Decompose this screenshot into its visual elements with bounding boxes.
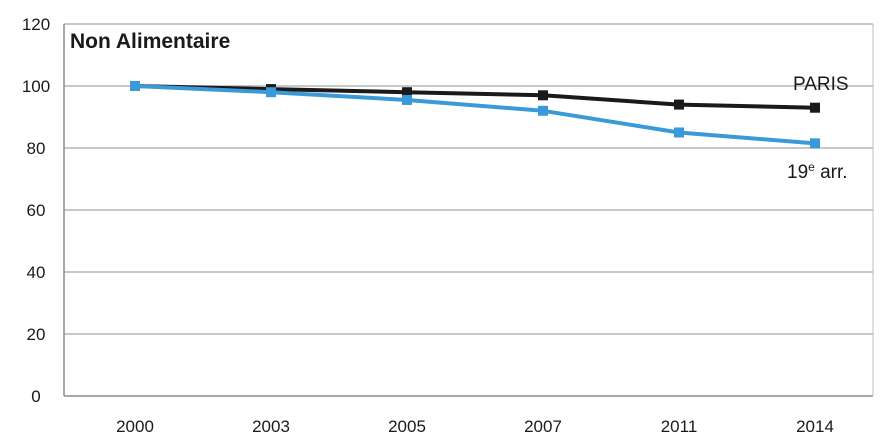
x-tick-label-2005: 2005	[388, 417, 426, 436]
series-0-point-2005	[402, 87, 412, 98]
y-tick-label-120: 120	[22, 15, 50, 34]
y-tick-label-40: 40	[27, 263, 46, 282]
series-label-19e-superscript: e	[808, 160, 815, 174]
x-tick-label-2014: 2014	[796, 417, 834, 436]
series-1-point-2014	[810, 138, 820, 149]
y-tick-label-60: 60	[27, 201, 46, 220]
axis-layer: 0 20 40 60 80 100 120 2000 2003 2005 2007 2011 2014	[22, 15, 874, 436]
series-1-point-2005	[402, 94, 412, 105]
series-1-point-2011	[674, 127, 684, 138]
series-label-19e-suffix: arr.	[815, 162, 848, 183]
series-1-point-2007	[538, 105, 548, 116]
series-label-paris: PARIS	[793, 74, 849, 95]
series-0-point-2011	[674, 99, 684, 110]
series-0-point-2007	[538, 90, 548, 101]
chart-title: Non Alimentaire	[70, 30, 230, 53]
x-tick-label-2000: 2000	[116, 417, 154, 436]
y-tick-label-100: 100	[22, 77, 50, 96]
series-label-19e-number: 19	[787, 162, 808, 183]
x-tick-label-2003: 2003	[252, 417, 290, 436]
grid-layer	[64, 23, 873, 335]
series-label-19e-arr: 19e arr.	[787, 160, 848, 183]
series-line-0	[134, 84, 816, 110]
series-layer	[130, 81, 820, 149]
series-0-point-2014	[810, 102, 820, 113]
series-1-point-2000	[130, 81, 140, 91]
y-tick-label-80: 80	[27, 139, 46, 158]
y-tick-label-20: 20	[27, 325, 46, 344]
y-tick-label-0: 0	[31, 387, 40, 406]
series-line-1	[134, 84, 816, 146]
x-tick-label-2007: 2007	[524, 417, 562, 436]
series-1-point-2003	[266, 87, 276, 98]
x-tick-label-2011: 2011	[661, 417, 698, 436]
